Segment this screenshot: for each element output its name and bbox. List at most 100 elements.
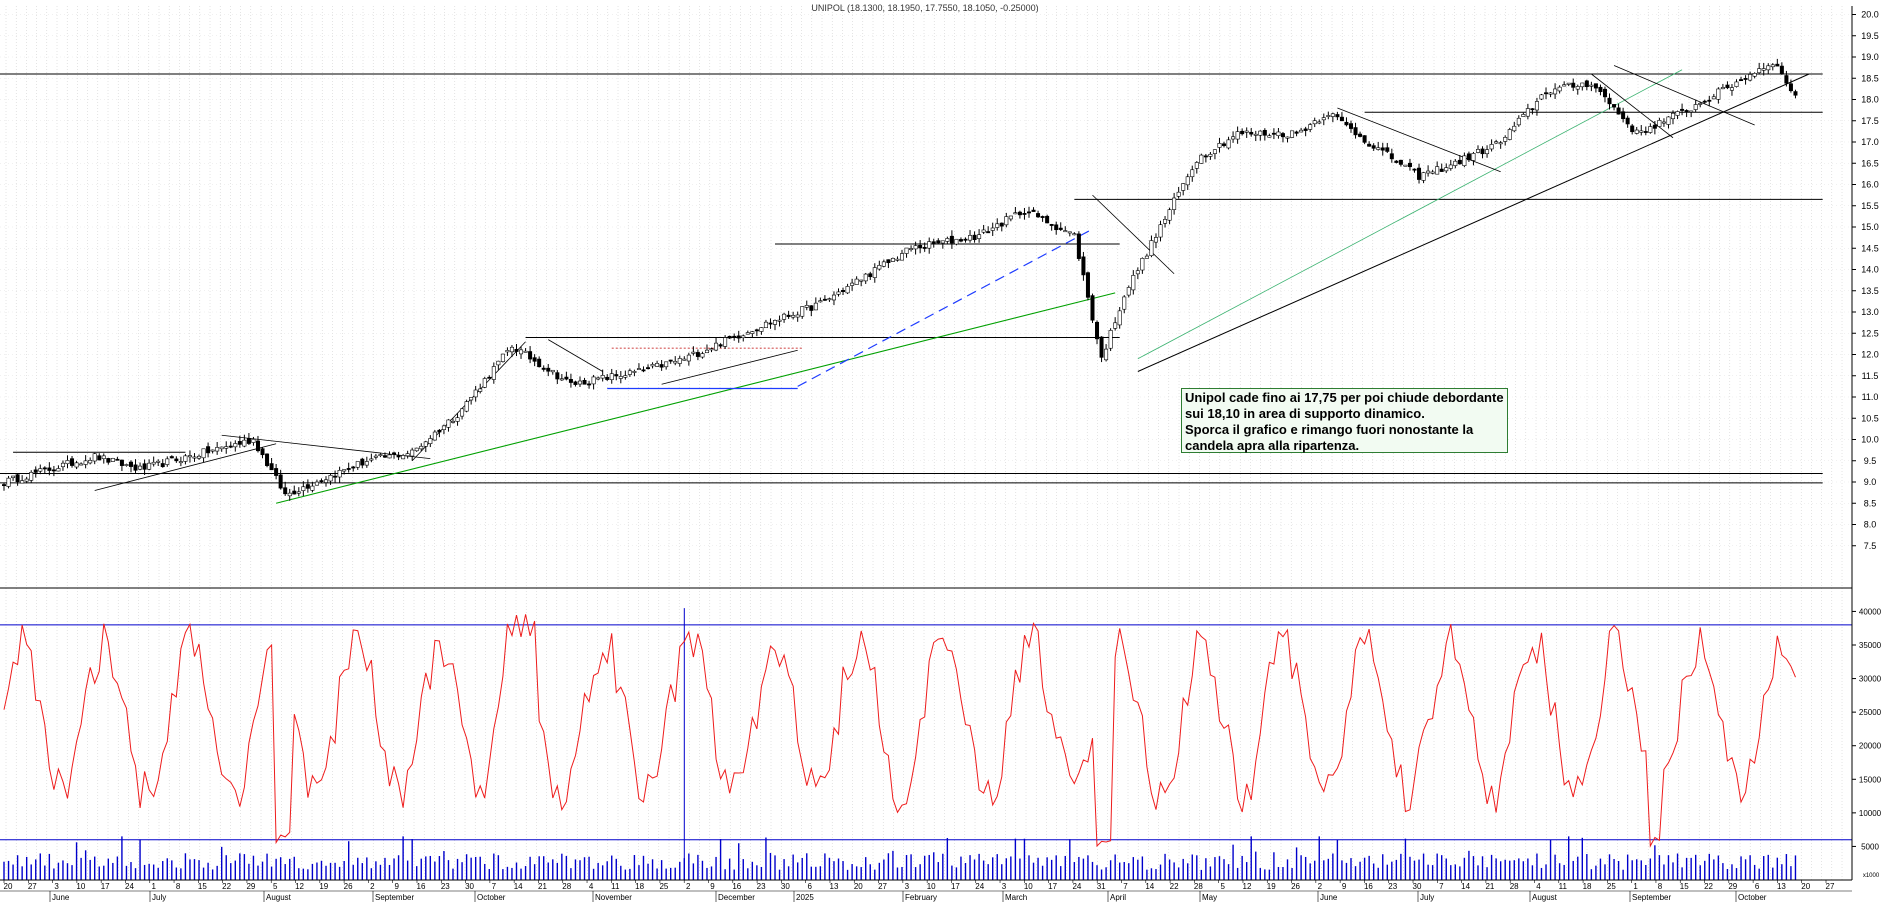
candle-body	[1648, 126, 1653, 133]
candle-body	[319, 480, 324, 483]
candle-body	[269, 463, 274, 471]
candle-body	[627, 370, 632, 375]
candle-body	[559, 378, 564, 381]
candle-body	[60, 462, 65, 468]
candle-body	[1049, 224, 1054, 226]
candle-body	[777, 319, 782, 322]
day-label: 25	[659, 882, 668, 891]
candle-body	[491, 366, 496, 380]
candle-body	[1358, 133, 1363, 137]
candle-body	[106, 458, 111, 463]
candle-body	[813, 302, 818, 311]
candle-body	[1326, 115, 1331, 117]
candle-body	[1584, 80, 1589, 88]
candle-body	[1602, 88, 1607, 98]
candle-body	[918, 245, 923, 249]
candle-body	[528, 351, 533, 360]
day-label: 16	[417, 882, 426, 891]
candle-body	[1630, 125, 1635, 133]
volume-bars	[3, 836, 1797, 880]
candle-body	[1407, 162, 1412, 168]
candle-body	[446, 419, 451, 428]
candle-body	[1693, 104, 1698, 110]
candle-body	[83, 460, 88, 465]
candle-body	[255, 440, 260, 452]
candle-body	[1394, 160, 1399, 163]
day-label: 6	[807, 882, 812, 891]
candle-body	[818, 300, 823, 303]
candle-body	[1503, 137, 1508, 142]
candle-body	[718, 344, 723, 347]
candle-body	[333, 475, 338, 478]
day-label: 22	[222, 882, 231, 891]
candle-body	[1371, 145, 1376, 149]
candle-body	[1557, 86, 1562, 92]
candle-body	[65, 460, 70, 465]
candle-body	[473, 389, 478, 398]
candle-body	[564, 376, 569, 380]
candle-body	[1135, 270, 1140, 275]
day-label: 13	[1777, 882, 1786, 891]
candle-body	[192, 456, 197, 459]
trend-line	[1092, 194, 1175, 275]
candle-body	[1099, 336, 1104, 358]
day-label: 4	[1536, 882, 1541, 891]
candle-body	[523, 350, 528, 353]
price-tick-label: 14.5	[1861, 243, 1879, 253]
candle-body	[546, 367, 551, 372]
oscillator-tick-label: 40000	[1859, 607, 1882, 616]
candle-body	[1312, 120, 1317, 125]
candle-body	[1779, 65, 1784, 74]
oscillator-tick-label: 25000	[1859, 708, 1882, 717]
candle-body	[187, 455, 192, 458]
candle-body	[1153, 237, 1158, 243]
candle-body	[224, 446, 229, 449]
day-label: 16	[1364, 882, 1373, 891]
day-label: 25	[1607, 882, 1616, 891]
candle-body	[618, 376, 623, 379]
candle-body	[1353, 127, 1358, 136]
candle-body	[1498, 142, 1503, 145]
candle-body	[1457, 159, 1462, 165]
candle-body	[972, 234, 977, 241]
candle-body	[1398, 159, 1403, 165]
candle-body	[786, 314, 791, 317]
candle-body	[1444, 167, 1449, 172]
candle-body	[1530, 108, 1535, 111]
candle-body	[1330, 113, 1335, 117]
candle-body	[142, 463, 147, 470]
candle-body	[763, 321, 768, 329]
candle-body	[1090, 295, 1095, 321]
candle-body	[410, 449, 415, 457]
candle-body	[519, 349, 524, 355]
candle-body	[392, 452, 397, 455]
day-label: 29	[1728, 882, 1737, 891]
candle-body	[387, 454, 392, 459]
day-label: 13	[830, 882, 839, 891]
candle-body	[242, 439, 247, 447]
candle-body	[382, 455, 387, 458]
day-label: 5	[273, 882, 278, 891]
day-label: 27	[28, 882, 37, 891]
candle-body	[1212, 149, 1217, 154]
candle-body	[1163, 219, 1168, 224]
candle-body	[1680, 108, 1685, 111]
candle-body	[38, 468, 43, 472]
month-label: June	[52, 893, 70, 902]
dashed-trend-line	[797, 228, 1093, 387]
candle-body	[1349, 123, 1354, 129]
candle-body	[1122, 296, 1127, 310]
candle-body	[754, 329, 759, 332]
price-tick-label: 19.0	[1861, 52, 1879, 62]
candle-body	[206, 446, 211, 454]
candle-body	[1317, 121, 1322, 124]
day-label: 20	[4, 882, 13, 891]
candle-body	[958, 239, 963, 242]
candle-body	[1634, 129, 1639, 134]
candle-body	[355, 461, 360, 468]
candle-body	[1280, 133, 1285, 138]
day-label: 28	[1194, 882, 1203, 891]
candle-body	[949, 235, 954, 244]
candle-body	[1453, 160, 1458, 166]
